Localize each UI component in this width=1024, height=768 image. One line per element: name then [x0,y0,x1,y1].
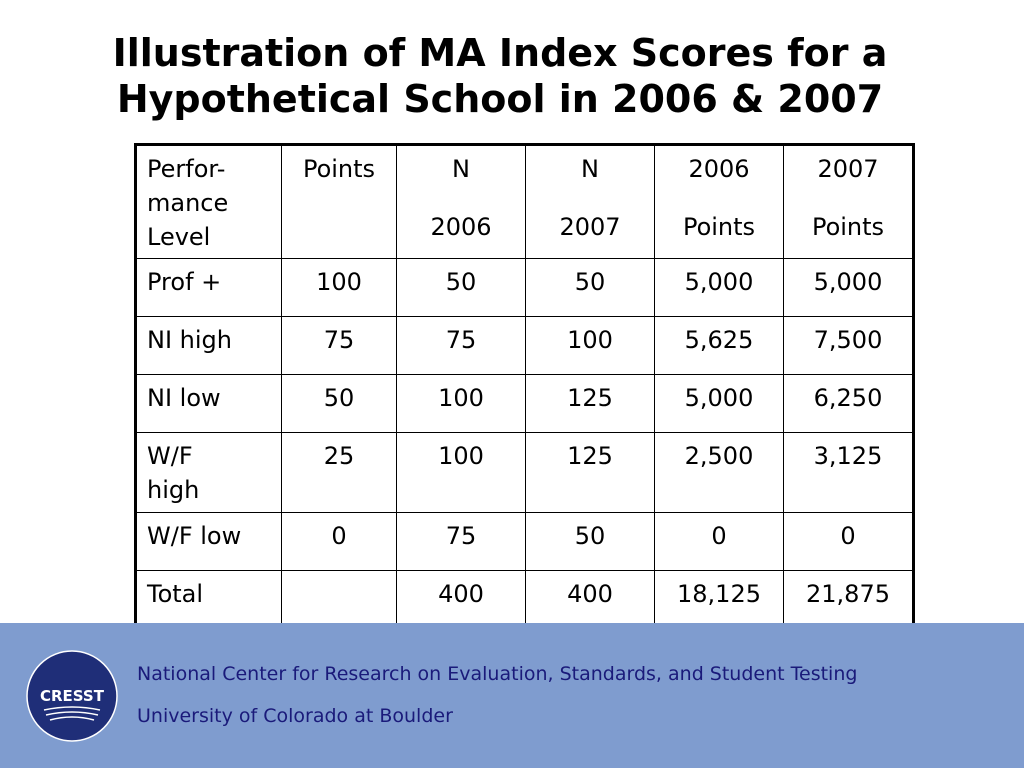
cell-level: W/F low [135,512,282,571]
cell-points [281,570,397,630]
cell-points-2006: 2,500 [654,432,784,513]
header-2006-points: 2006 Points [654,144,784,259]
header-2007-points: 2007 Points [783,144,914,259]
cell-points: 0 [281,512,397,571]
cell-n-2007: 400 [525,570,655,630]
cell-level: NI low [135,374,282,433]
cell-level: NI high [135,316,282,375]
score-table-container: Perfor- mance Level Points N 2006 N 2007… [134,143,915,631]
cell-n-2007: 50 [525,258,655,317]
cell-level: Total [135,570,282,630]
table-row-total: Total 400 400 18,125 21,875 [135,570,914,630]
cresst-logo: CRESST [26,650,118,742]
cell-points-2007: 21,875 [783,570,914,630]
cell-points-2006: 5,000 [654,374,784,433]
footer-organization: National Center for Research on Evaluati… [137,663,858,685]
footer-banner: CRESST National Center for Research on E… [0,623,1024,768]
cell-points-2007: 5,000 [783,258,914,317]
cell-points-2006: 18,125 [654,570,784,630]
header-points: Points [281,144,397,259]
cell-points-2006: 0 [654,512,784,571]
title-line-2: Hypothetical School in 2006 & 2007 [116,77,884,121]
ma-index-score-table: Perfor- mance Level Points N 2006 N 2007… [134,143,915,631]
cell-points-2007: 0 [783,512,914,571]
header-n-2007: N 2007 [525,144,655,259]
cell-n-2006: 50 [396,258,526,317]
title-line-1: Illustration of MA Index Scores for a [112,31,888,75]
header-performance-level: Perfor- mance Level [135,144,282,259]
footer-university: University of Colorado at Boulder [137,705,453,727]
table-row: NI low 50 100 125 5,000 6,250 [135,374,914,433]
cell-n-2006: 75 [396,512,526,571]
cell-points: 100 [281,258,397,317]
logo-text: CRESST [40,687,105,705]
cell-points-2007: 3,125 [783,432,914,513]
footer-text: National Center for Research on Evaluati… [137,653,857,737]
cell-n-2006: 100 [396,374,526,433]
cell-points-2007: 7,500 [783,316,914,375]
cell-n-2007: 100 [525,316,655,375]
cell-level: W/F high [135,432,282,513]
cell-points: 75 [281,316,397,375]
cell-points-2007: 6,250 [783,374,914,433]
cell-points-2006: 5,625 [654,316,784,375]
cell-points: 25 [281,432,397,513]
table-row: W/F low 0 75 50 0 0 [135,512,914,571]
cell-points-2006: 5,000 [654,258,784,317]
cell-n-2007: 125 [525,432,655,513]
table-row: NI high 75 75 100 5,625 7,500 [135,316,914,375]
header-n-2006: N 2006 [396,144,526,259]
cell-level: Prof + [135,258,282,317]
table-row: W/F high 25 100 125 2,500 3,125 [135,432,914,513]
slide-title: Illustration of MA Index Scores for a Hy… [0,30,1000,122]
header-row: Perfor- mance Level Points N 2006 N 2007… [135,144,914,259]
cell-n-2006: 400 [396,570,526,630]
cell-n-2006: 75 [396,316,526,375]
cell-n-2006: 100 [396,432,526,513]
cell-n-2007: 50 [525,512,655,571]
table-row: Prof + 100 50 50 5,000 5,000 [135,258,914,317]
cell-n-2007: 125 [525,374,655,433]
cell-points: 50 [281,374,397,433]
